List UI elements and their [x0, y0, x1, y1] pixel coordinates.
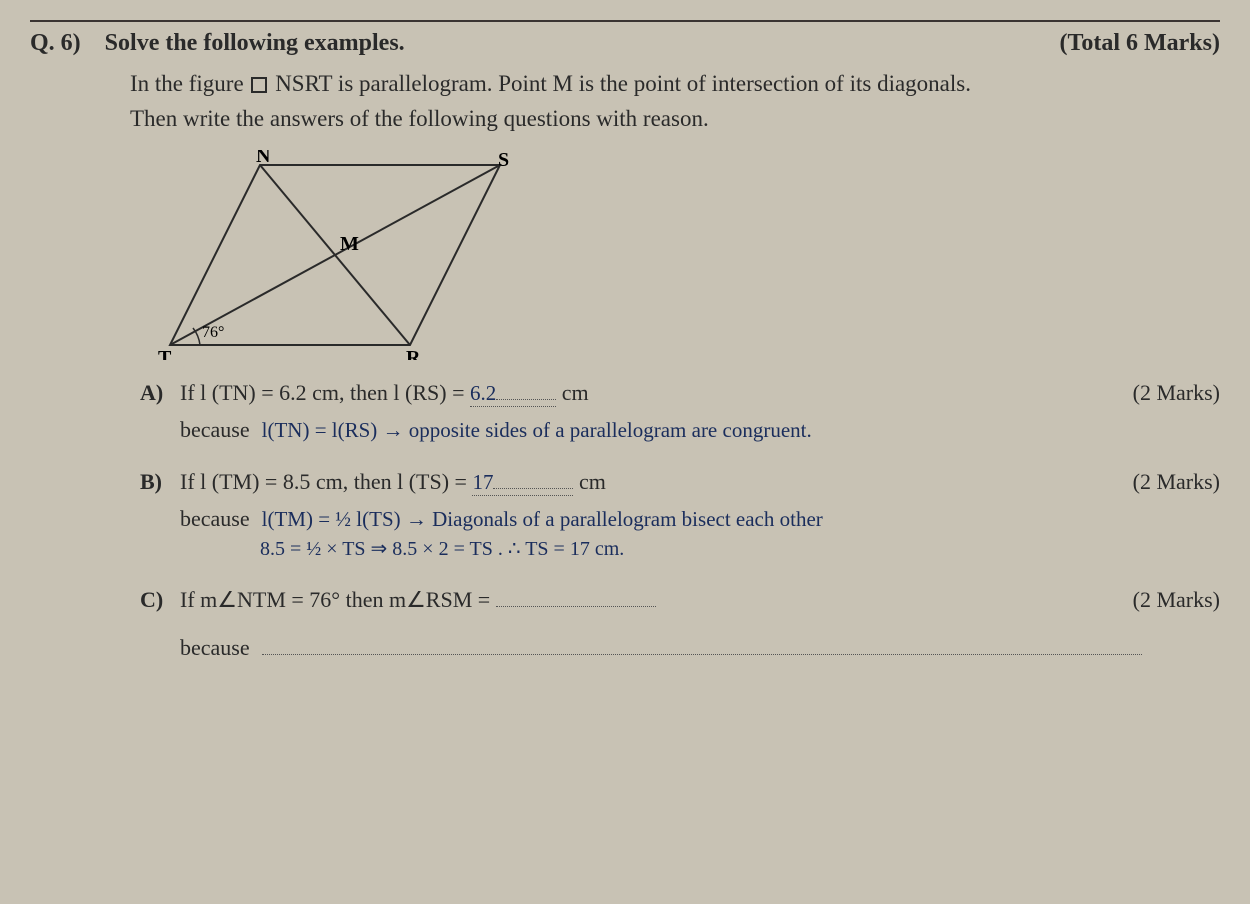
- part-C-pre: If m∠NTM = 76° then m∠RSM =: [180, 587, 496, 612]
- part-B-text: If l (TM) = 8.5 cm, then l (TS) = 17 cm: [180, 469, 1119, 496]
- part-A-text: If l (TN) = 6.2 cm, then l (RS) = 6.2 cm: [180, 380, 1119, 407]
- part-B: B) If l (TM) = 8.5 cm, then l (TS) = 17 …: [140, 469, 1220, 561]
- part-C-text: If m∠NTM = 76° then m∠RSM =: [180, 587, 1119, 613]
- part-B-answer: 17: [472, 470, 493, 494]
- because-label-C: because: [180, 635, 250, 661]
- label-S: S: [498, 150, 509, 171]
- question-number: Q. 6): [30, 30, 81, 56]
- because-label-A: because: [180, 417, 250, 443]
- part-A-pre: If l (TN) = 6.2 cm, then l (RS) =: [180, 380, 470, 405]
- question-header: Q. 6) Solve the following examples. (Tot…: [30, 30, 1220, 57]
- question-title: Solve the following examples.: [105, 30, 405, 56]
- part-A-because: because l(TN) = l(RS) → opposite sides o…: [180, 417, 1220, 443]
- label-N: N: [256, 150, 271, 167]
- part-A-marks: (2 Marks): [1133, 380, 1220, 406]
- because-label-B: because: [180, 506, 250, 532]
- total-marks: (Total 6 Marks): [1060, 30, 1220, 57]
- part-B-extra: 8.5 = ½ × TS ⇒ 8.5 × 2 = TS . ∴ TS = 17 …: [260, 536, 1220, 561]
- intro-line2: Then write the answers of the following …: [130, 106, 709, 131]
- part-A-answer: 6.2: [470, 381, 496, 405]
- part-A-label: A): [140, 380, 180, 406]
- part-C-label: C): [140, 587, 180, 613]
- part-A: A) If l (TN) = 6.2 cm, then l (RS) = 6.2…: [140, 380, 1220, 443]
- part-B-marks: (2 Marks): [1133, 469, 1220, 495]
- label-R: R: [406, 347, 421, 360]
- label-M: M: [340, 233, 359, 255]
- question-intro: In the figure NSRT is parallelogram. Poi…: [130, 67, 1220, 136]
- part-C-because: because: [180, 635, 1220, 661]
- part-C-blank: [496, 606, 656, 607]
- part-C: C) If m∠NTM = 76° then m∠RSM = (2 Marks)…: [140, 587, 1220, 661]
- part-B-because: because l(TM) = ½ l(TS) → Diagonals of a…: [180, 506, 1220, 532]
- label-angle: 76°: [202, 324, 224, 341]
- part-B-pre: If l (TM) = 8.5 cm, then l (TS) =: [180, 469, 472, 494]
- part-C-reason-blank: [262, 654, 1142, 655]
- part-C-marks: (2 Marks): [1133, 587, 1220, 613]
- part-B-label: B): [140, 469, 180, 495]
- part-B-post: cm: [579, 469, 606, 494]
- part-B-reason: l(TM) = ½ l(TS) → Diagonals of a paralle…: [262, 507, 823, 532]
- part-A-post: cm: [562, 380, 589, 405]
- intro-line1-pre: In the figure: [130, 71, 249, 96]
- intro-line1-post: NSRT is parallelogram. Point M is the po…: [275, 71, 971, 96]
- top-rule: [30, 20, 1220, 22]
- label-T: T: [158, 347, 172, 360]
- square-symbol-icon: [251, 77, 267, 93]
- figure-svg: N S R T M 76°: [140, 150, 560, 360]
- parallelogram-figure: N S R T M 76°: [140, 150, 1220, 360]
- part-A-reason: l(TN) = l(RS) → opposite sides of a para…: [262, 418, 812, 443]
